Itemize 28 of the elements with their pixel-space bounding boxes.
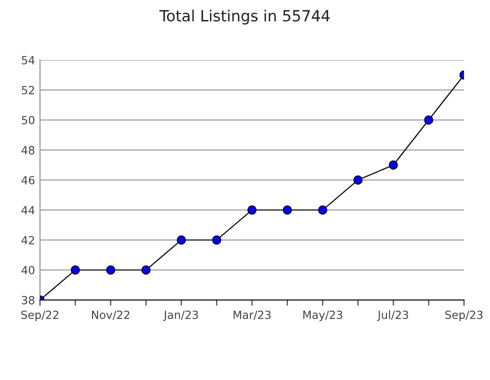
y-tick-label: 50: [22, 116, 34, 124]
point: [106, 265, 116, 275]
y-tick-label: 44: [22, 206, 35, 214]
point: [247, 205, 257, 215]
point: [141, 265, 151, 275]
point: [388, 160, 398, 170]
x-tick-label: Nov/22: [92, 310, 130, 320]
point: [176, 235, 186, 245]
point: [212, 235, 222, 245]
y-tick-label: 42: [22, 236, 34, 244]
y-tick-label: 54: [22, 56, 35, 64]
x-tick-label: Sep/22: [21, 310, 58, 322]
y-tick-label: 48: [22, 146, 34, 154]
y-tick-label: 38: [22, 296, 34, 304]
point: [353, 175, 363, 185]
x-tick-label: May/23: [303, 310, 342, 322]
x-tick-label: Mar/23: [234, 310, 271, 320]
point: [424, 115, 434, 125]
x-tick-label: Jan/23: [163, 310, 198, 322]
point: [70, 265, 80, 275]
y-tick-label: 52: [22, 86, 34, 94]
x-tick-label: Jul/23: [377, 310, 408, 322]
chart-title: Total Listings in 55744: [159, 10, 330, 24]
y-tick-label: 40: [22, 266, 34, 274]
x-tick-label: Sep/23: [445, 310, 483, 322]
point: [318, 205, 328, 215]
point: [282, 205, 292, 215]
y-tick-label: 46: [22, 176, 34, 184]
